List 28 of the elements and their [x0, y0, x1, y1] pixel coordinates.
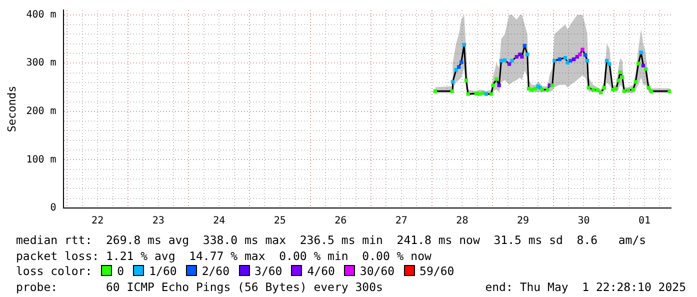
text: 3/60 — [254, 264, 282, 278]
x-tick-label: 28 — [456, 216, 468, 227]
text: end: Thu May 1 22:28:10 2025 — [485, 280, 686, 295]
x-tick-label: 29 — [516, 216, 529, 227]
x-tick-label: 23 — [152, 216, 164, 227]
y-tick-label: 0 — [50, 202, 56, 214]
x-tick-label: 26 — [334, 216, 347, 227]
x-tick-label: 01 — [638, 216, 651, 227]
x-tick-label: 22 — [92, 216, 104, 227]
x-tick-label: 24 — [213, 216, 226, 227]
text: 0 — [117, 264, 124, 278]
text: loss color: — [16, 264, 92, 278]
text: median rtt: 269.8 ms avg 338.0 ms max 236.5 ms min 241.8 ms now 31.5 ms sd 8.6 am/s — [16, 233, 646, 247]
y-tick-label: 400 m — [26, 9, 56, 20]
text: packet loss: 1.21 % avg 14.77 % max 0.00 % min 0.00 % now — [16, 248, 432, 262]
y-tick-label: 200 m — [26, 106, 56, 118]
x-tick-label: 27 — [395, 216, 408, 227]
text: 4/60 — [307, 264, 335, 278]
text: 1/60 — [149, 264, 177, 278]
x-tick-label: 25 — [274, 216, 286, 227]
text: 2/60 — [202, 264, 230, 278]
y-tick-label: 300 m — [26, 58, 56, 69]
x-tick-label: 30 — [578, 216, 590, 227]
text: probe: 60 ICMP Echo Pings (56 Bytes) every 300s — [16, 280, 383, 294]
y-tick-label: 100 m — [26, 154, 56, 166]
text: 59/60 — [420, 264, 454, 278]
y-axis-title: Seconds — [5, 86, 18, 132]
text: 30/60 — [360, 264, 395, 278]
